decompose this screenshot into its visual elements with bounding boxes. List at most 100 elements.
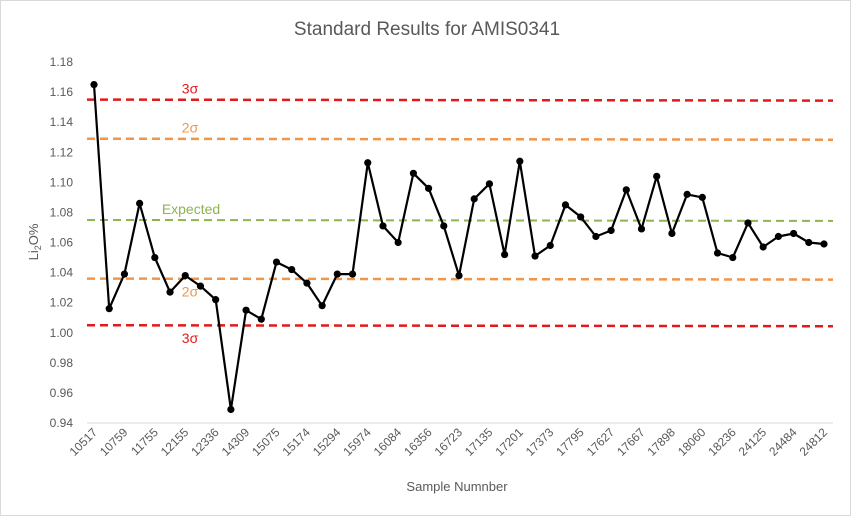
reference-line [86, 137, 834, 141]
y-tick-label: 1.12 [50, 145, 74, 159]
y-tick-label: 0.96 [50, 386, 74, 400]
x-tick-label: 24484 [766, 425, 800, 459]
y-tick-label: 0.94 [50, 416, 74, 430]
data-point [440, 222, 448, 230]
data-point [394, 238, 402, 247]
data-point [683, 190, 691, 198]
x-tick-label: 14309 [219, 425, 253, 459]
data-point [288, 265, 296, 274]
data-point [592, 232, 600, 241]
data-point [166, 288, 174, 296]
x-tick-label: 17373 [523, 425, 557, 459]
y-axis-label-main: Li [26, 250, 41, 260]
x-tick-label: 17667 [614, 425, 648, 459]
y-tick-label: 0.98 [50, 356, 74, 370]
data-point [242, 306, 250, 314]
x-tick-label: 16084 [371, 425, 405, 459]
data-point [637, 225, 646, 233]
y-axis-label: Li2O% [26, 223, 43, 260]
x-tick-label: 24125 [736, 425, 770, 459]
x-tick-label: 17898 [645, 425, 679, 459]
data-point [105, 305, 113, 313]
data-point [546, 241, 554, 250]
data-point [668, 229, 676, 238]
data-point [759, 243, 767, 251]
data-point [470, 195, 478, 203]
series-group [90, 80, 828, 414]
data-point [561, 201, 570, 209]
data-point [409, 169, 417, 177]
x-tick-label: 17795 [553, 425, 587, 459]
y-tick-label: 1.18 [50, 55, 74, 69]
reference-line-label: Expected [162, 201, 220, 217]
data-point [348, 270, 357, 278]
data-point [531, 252, 539, 260]
y-tick-label: 1.08 [50, 205, 74, 219]
y-tick-label: 1.06 [50, 236, 74, 250]
data-point [577, 213, 585, 221]
x-tick-label: 24812 [797, 425, 831, 459]
reference-line-label: 2σ [182, 284, 199, 300]
y-tick-label: 1.04 [50, 266, 74, 280]
data-point [485, 180, 494, 188]
x-axis-label: Sample Numnber [406, 479, 508, 494]
chart-title: Standard Results for AMIS0341 [294, 19, 560, 40]
x-tick-label: 15974 [340, 425, 374, 459]
data-point [272, 258, 281, 266]
series-line [92, 84, 825, 411]
x-tick-label: 17135 [462, 425, 496, 459]
data-point [607, 226, 615, 235]
reference-line [86, 277, 834, 281]
y-tick-label: 1.10 [50, 175, 74, 189]
data-point [501, 250, 509, 259]
data-point [120, 270, 129, 278]
data-point [227, 405, 235, 414]
data-point [516, 157, 524, 165]
data-point [181, 271, 189, 280]
data-point [212, 296, 220, 304]
reference-line-label: 3σ [182, 330, 199, 346]
x-tick-label: 16723 [432, 425, 466, 459]
reference-line [86, 323, 834, 328]
data-point [653, 172, 661, 180]
data-point [713, 249, 722, 257]
x-tick-label: 12336 [188, 425, 222, 459]
data-point [257, 315, 265, 323]
data-point [379, 222, 387, 230]
data-point [303, 279, 311, 287]
data-point [698, 193, 706, 201]
data-point [455, 271, 463, 280]
reference-line-label: 2σ [182, 120, 199, 136]
data-point [333, 270, 341, 278]
data-point [774, 232, 782, 241]
x-tick-label: 15294 [310, 425, 344, 459]
y-tick-label: 1.16 [50, 85, 74, 99]
x-tick-label: 11755 [128, 425, 161, 458]
data-point [820, 240, 828, 248]
x-tick-label: 17201 [492, 425, 526, 459]
data-point [90, 80, 98, 89]
x-tick-label: 10759 [97, 425, 131, 459]
data-point [424, 184, 433, 192]
data-point [622, 186, 630, 194]
y-tick-label: 1.14 [50, 115, 74, 129]
x-tick-label: 16356 [401, 425, 435, 459]
data-point [789, 229, 798, 238]
x-tick-label: 18236 [705, 425, 739, 459]
reference-lines: 3σ 2σ Expected 2σ 3σ [86, 81, 834, 346]
x-tick-label: 17627 [584, 425, 618, 459]
data-point [364, 159, 372, 167]
data-point [151, 253, 159, 262]
y-axis-label-sub: 2 [33, 245, 43, 250]
y-tick-label: 1.00 [50, 326, 74, 340]
data-point [318, 302, 326, 310]
reference-line [86, 98, 834, 102]
data-point [196, 282, 205, 290]
y-axis: 0.94 0.96 0.98 1.00 1.02 1.04 1.06 1.08 1.10 1.12… [50, 55, 74, 430]
data-point [136, 199, 144, 207]
x-tick-label: 15075 [249, 425, 283, 459]
reference-line [86, 218, 834, 222]
reference-line-label: 3σ [182, 81, 199, 97]
